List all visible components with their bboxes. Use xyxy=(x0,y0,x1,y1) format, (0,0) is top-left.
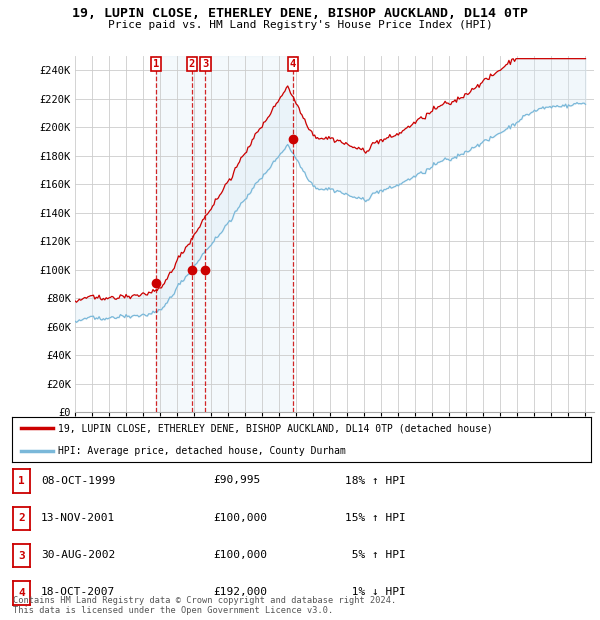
Text: 13-NOV-2001: 13-NOV-2001 xyxy=(41,513,115,523)
Text: £100,000: £100,000 xyxy=(213,513,267,523)
Text: 3: 3 xyxy=(202,59,208,69)
Text: 4: 4 xyxy=(290,59,296,69)
Text: Price paid vs. HM Land Registry's House Price Index (HPI): Price paid vs. HM Land Registry's House … xyxy=(107,20,493,30)
Text: £90,995: £90,995 xyxy=(213,476,260,485)
Text: 2: 2 xyxy=(18,513,25,523)
Text: 5% ↑ HPI: 5% ↑ HPI xyxy=(345,550,406,560)
Bar xyxy=(156,56,293,412)
Text: 1% ↓ HPI: 1% ↓ HPI xyxy=(345,587,406,597)
Text: 18-OCT-2007: 18-OCT-2007 xyxy=(41,587,115,597)
Text: 4: 4 xyxy=(18,588,25,598)
Text: 19, LUPIN CLOSE, ETHERLEY DENE, BISHOP AUCKLAND, DL14 0TP: 19, LUPIN CLOSE, ETHERLEY DENE, BISHOP A… xyxy=(72,7,528,20)
Text: 1: 1 xyxy=(18,476,25,486)
Text: 3: 3 xyxy=(18,551,25,560)
Text: 19, LUPIN CLOSE, ETHERLEY DENE, BISHOP AUCKLAND, DL14 0TP (detached house): 19, LUPIN CLOSE, ETHERLEY DENE, BISHOP A… xyxy=(58,423,493,433)
Text: HPI: Average price, detached house, County Durham: HPI: Average price, detached house, Coun… xyxy=(58,446,346,456)
Text: Contains HM Land Registry data © Crown copyright and database right 2024.
This d: Contains HM Land Registry data © Crown c… xyxy=(13,596,397,615)
Text: 1: 1 xyxy=(153,59,159,69)
Text: 18% ↑ HPI: 18% ↑ HPI xyxy=(345,476,406,485)
Text: £100,000: £100,000 xyxy=(213,550,267,560)
Text: 15% ↑ HPI: 15% ↑ HPI xyxy=(345,513,406,523)
Text: 2: 2 xyxy=(189,59,195,69)
Text: £192,000: £192,000 xyxy=(213,587,267,597)
Text: 30-AUG-2002: 30-AUG-2002 xyxy=(41,550,115,560)
Text: 08-OCT-1999: 08-OCT-1999 xyxy=(41,476,115,485)
